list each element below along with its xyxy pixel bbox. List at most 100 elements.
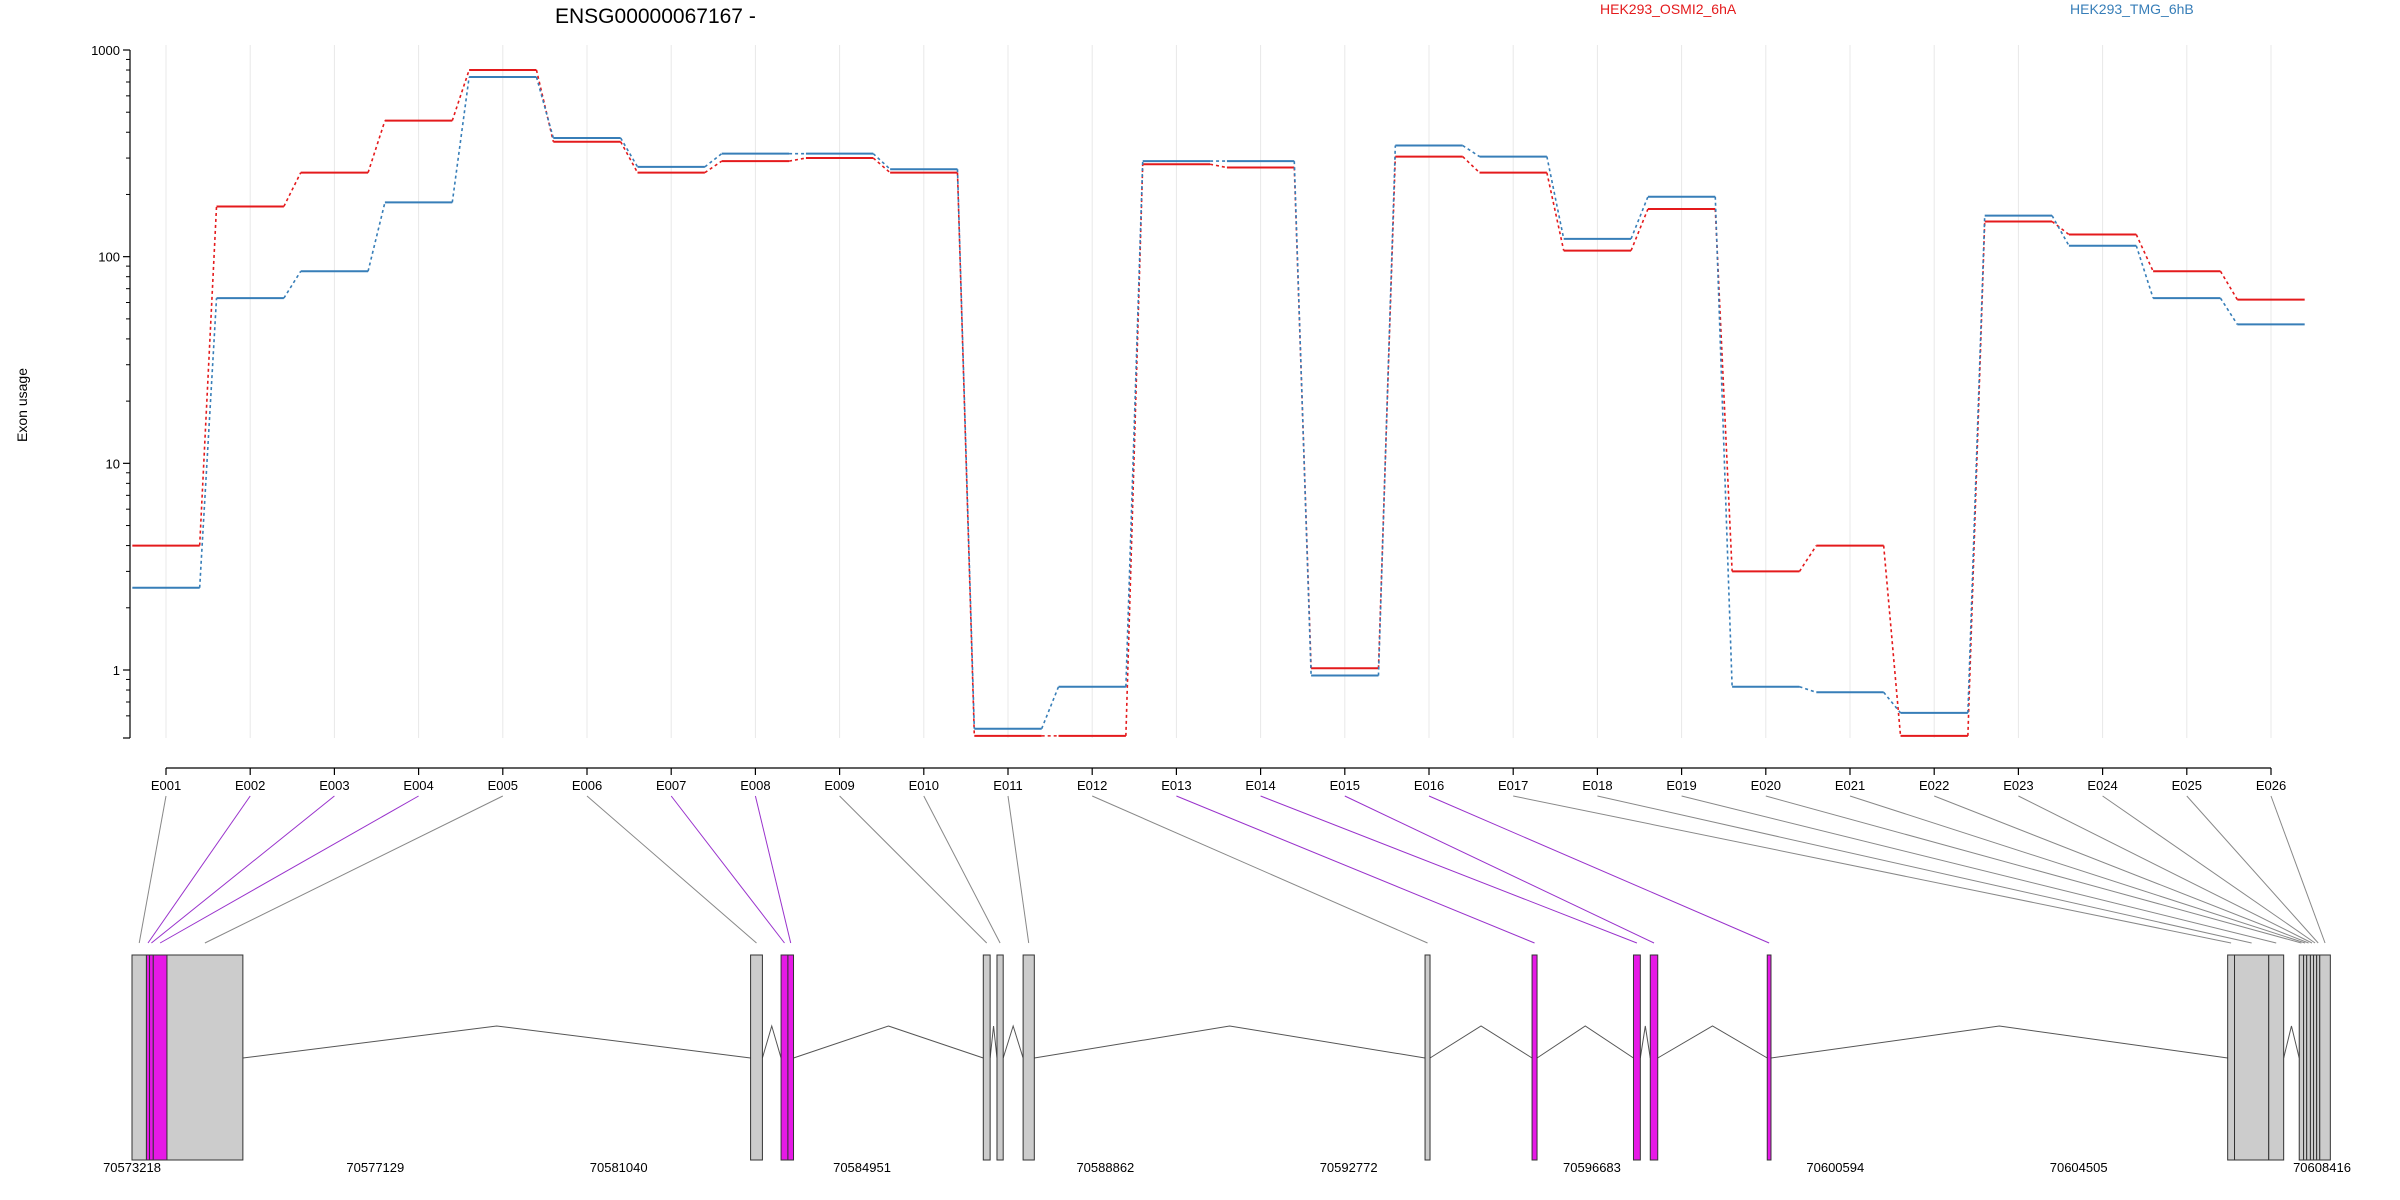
series-2-connector: [1883, 691, 1902, 714]
exon-box-E001: [131, 954, 147, 1161]
x-tick-label-E018: E018: [1582, 778, 1612, 793]
connector-E009: [839, 795, 988, 944]
connector-E016: [1428, 795, 1770, 944]
exon-box-E017: [2227, 954, 2236, 1161]
connector-E006: [586, 795, 757, 944]
series-2-connector: [1714, 196, 1733, 687]
connector-E021: [1849, 795, 2306, 944]
x-tick-label-E013: E013: [1161, 778, 1191, 793]
series-2-connector: [367, 202, 386, 272]
x-tick-label-E004: E004: [403, 778, 433, 793]
series-1-connector: [2219, 270, 2239, 300]
series-layer: [132, 69, 2305, 737]
series-2-connector: [535, 76, 555, 139]
x-tick-label-E023: E023: [2003, 778, 2033, 793]
x-tick-label-E007: E007: [656, 778, 686, 793]
connector-E005: [204, 795, 504, 944]
exon-box-E005: [166, 954, 244, 1161]
intron: [1002, 1024, 1024, 1059]
intron: [242, 1025, 751, 1059]
series-2-connector: [1125, 161, 1144, 687]
series-1-connector: [872, 157, 891, 174]
x-tick-label-E026: E026: [2256, 778, 2286, 793]
x-tick-label-E009: E009: [824, 778, 854, 793]
series-2-connector: [1546, 156, 1565, 239]
genomic-tick-label: 70584951: [833, 1160, 891, 1175]
genomic-tick-label: 70600594: [1806, 1160, 1864, 1175]
exon-box-E007: [780, 954, 789, 1161]
x-tick-label-E016: E016: [1414, 778, 1444, 793]
exon-box-E014: [1632, 954, 1641, 1161]
intron: [2283, 1025, 2300, 1059]
series-1-connector: [451, 69, 470, 121]
connector-E019: [1681, 795, 2277, 944]
x-tick-label-E006: E006: [572, 778, 602, 793]
series-1: [132, 69, 2305, 737]
exon-box-E009: [982, 954, 991, 1161]
y-tick-label: 10: [106, 456, 120, 471]
series-1-connector: [1630, 208, 1649, 251]
exon-box-E015: [1649, 954, 1659, 1161]
exon-box-E011: [1022, 954, 1035, 1161]
exon-box-E004: [152, 954, 168, 1161]
x-tick-label-E020: E020: [1751, 778, 1781, 793]
series-2-connector: [872, 153, 891, 170]
x-tick-label-E015: E015: [1330, 778, 1360, 793]
y-tick-label: 1000: [91, 43, 120, 58]
intron: [1770, 1025, 2228, 1059]
series-2-connector: [1040, 686, 1060, 729]
connector-E018: [1597, 795, 2252, 944]
x-tick-label-E010: E010: [909, 778, 939, 793]
series-2-connector: [1377, 145, 1397, 676]
series-2-connector: [1799, 685, 1817, 694]
exon-box-E006: [750, 954, 763, 1161]
x-tick-label-E019: E019: [1666, 778, 1696, 793]
connector-E015: [1344, 795, 1655, 944]
series-1-connector: [1462, 155, 1481, 174]
x-tick-label-E022: E022: [1919, 778, 1949, 793]
connector-E008: [754, 795, 792, 944]
series-2-connector: [1462, 144, 1480, 158]
exon-box-E012: [1424, 954, 1431, 1161]
series-1-connector: [788, 157, 807, 162]
intron: [1536, 1025, 1634, 1059]
series-1-connector: [1798, 545, 1817, 572]
genomic-tick-label: 70608416: [2293, 1160, 2351, 1175]
legend-series-2: HEK293_TMG_6hB: [2070, 1, 2194, 17]
series-1-connector: [1882, 545, 1902, 736]
series-1-connector: [704, 160, 723, 174]
exon-box-E026: [2319, 954, 2331, 1161]
series-1-connector: [2135, 234, 2154, 272]
intron: [1639, 1025, 1651, 1059]
connector-E026: [2270, 795, 2326, 944]
series-1-connector: [283, 172, 302, 207]
exon-box-E020: [2298, 954, 2305, 1161]
connector-E017: [1513, 795, 2232, 944]
series-2-connector: [704, 153, 723, 168]
genomic-tick-label: 70581040: [590, 1160, 648, 1175]
x-tick-label-E025: E025: [2172, 778, 2202, 793]
grid-layer: [165, 45, 2272, 738]
genomic-tick-label: 70577129: [346, 1160, 404, 1175]
connector-layer: [138, 795, 2326, 944]
x-tick-label-E014: E014: [1245, 778, 1275, 793]
series-1-connector: [1125, 164, 1144, 736]
connector-E025: [2186, 795, 2319, 944]
exon-tick-layer: E001 E002 E003 E004 E005 E006 E007 E008 E009 E010…: [151, 767, 2286, 793]
connector-E002: [147, 795, 251, 944]
intron: [1657, 1025, 1768, 1059]
x-tick-label-E011: E011: [993, 778, 1022, 793]
y-axis-label: Exon usage: [14, 368, 30, 442]
genomic-tick-label: 70604505: [2050, 1160, 2108, 1175]
connector-E011: [1007, 795, 1030, 944]
connector-E023: [2018, 795, 2313, 944]
genomic-tick-label: 70588862: [1076, 1160, 1134, 1175]
exon-box-E022: [2306, 954, 2311, 1161]
x-tick-label-E021: E021: [1835, 778, 1865, 793]
gene-model-layer: [131, 954, 2331, 1161]
exon-box-E008: [787, 954, 795, 1161]
genomic-axis-layer: 70573218 70577129 70581040 70584951 70588862…: [103, 1160, 2351, 1175]
intron: [1034, 1025, 1426, 1059]
series-2-connector: [198, 298, 218, 588]
